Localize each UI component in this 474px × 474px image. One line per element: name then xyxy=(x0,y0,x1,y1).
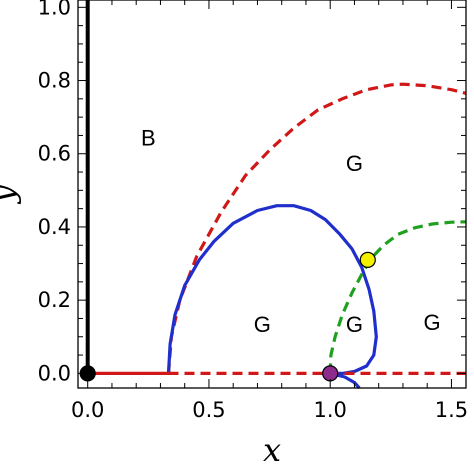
chart-points xyxy=(79,251,376,382)
series-line-0 xyxy=(166,82,467,374)
region-label-g-4: G xyxy=(423,310,440,335)
y-tick-label-1: 0.2 xyxy=(38,288,71,312)
x-axis-label: x xyxy=(263,431,281,469)
y-axis-label: y xyxy=(0,184,22,205)
y-tick-label-0: 0.0 xyxy=(38,361,71,385)
region-label-g-1: G xyxy=(346,151,363,176)
y-tick-label-5: 1.0 xyxy=(38,0,71,19)
fixed-point-1 xyxy=(322,365,339,382)
x-tick-label-2: 1.0 xyxy=(313,398,346,422)
region-labels: B G G G G xyxy=(141,125,441,337)
region-label-g-3: G xyxy=(346,312,363,337)
series-line-1 xyxy=(166,204,378,375)
region-label-b-0: B xyxy=(141,125,156,150)
plot-border xyxy=(77,0,467,389)
plot-frame xyxy=(77,0,467,389)
series-line-3 xyxy=(328,220,467,374)
axis-ticks: 0.0 0.5 1.0 1.5 0.0 0.2 0.4 0.6 0.8 1.0 xyxy=(38,0,468,422)
x-tick-label-1: 0.5 xyxy=(192,398,225,422)
chart-curves xyxy=(85,0,467,390)
region-label-g-2: G xyxy=(254,312,271,337)
fixed-point-2 xyxy=(359,251,376,268)
y-tick-label-4: 0.8 xyxy=(38,69,71,93)
y-tick-label-3: 0.6 xyxy=(38,142,71,166)
x-tick-label-3: 1.5 xyxy=(435,398,468,422)
x-tick-label-0: 0.0 xyxy=(71,398,104,422)
y-tick-label-2: 0.4 xyxy=(38,215,71,239)
